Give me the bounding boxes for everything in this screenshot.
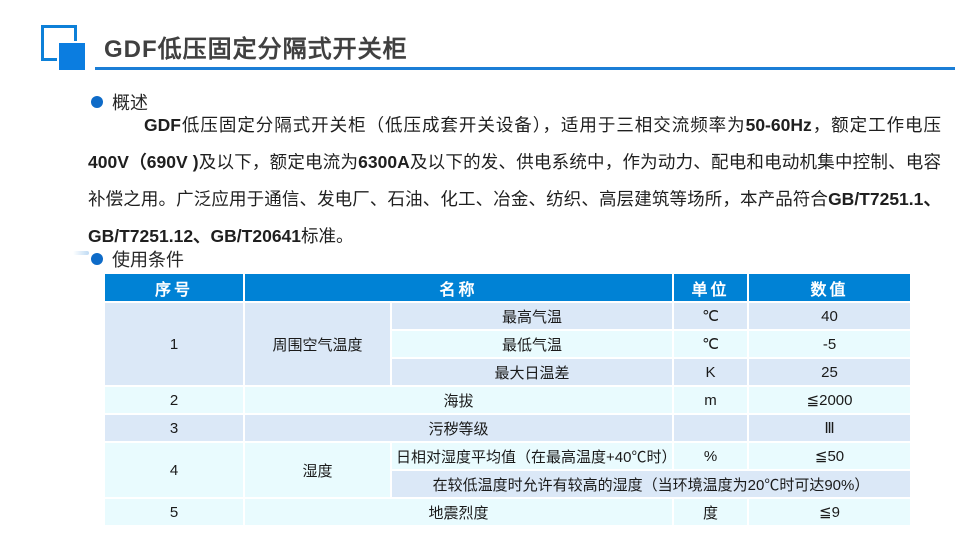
table-row: 3 污秽等级 Ⅲ xyxy=(103,413,913,443)
table-cell: m xyxy=(672,385,750,415)
table-cell: 在较低温度时允许有较高的湿度（当环境温度为20℃时可达90%） xyxy=(389,469,913,499)
table-cell: % xyxy=(672,441,750,471)
table-cell xyxy=(672,413,750,443)
table-row: 最低气温 ℃ -5 xyxy=(104,329,913,359)
overview-text-segment: 50-60Hz xyxy=(745,115,812,135)
section-conditions-label: 使用条件 xyxy=(112,250,184,270)
table-cell: ≦2000 xyxy=(747,385,913,415)
bullet-trail-decoration xyxy=(73,251,89,255)
title-underline xyxy=(95,67,955,70)
table-header-cell: 单位 xyxy=(672,272,750,303)
table-cell: -5 xyxy=(747,329,913,359)
table-cell: K xyxy=(672,357,750,387)
overview-text-segment: 标准。 xyxy=(301,226,354,246)
table-row: 4 湿度 日相对湿度平均值（在最高温度+40℃时）% ≦50 xyxy=(103,441,913,499)
table-header-cell: 序号 xyxy=(103,272,245,303)
overview-text-segment: GB/T7251.1、GB/T7251.12、GB/T20641 xyxy=(88,189,942,246)
overview-paragraph: GDF低压固定分隔式开关柜（低压成套开关设备），适用于三相交流频率为50-60H… xyxy=(88,107,941,255)
usage-conditions-table: 序号 名称 单位 数值 1 周围空气温度 最高气温 ℃ 40 最低气温 ℃ -5 最大日温差 K 25 2 海… xyxy=(103,272,913,527)
table-cell: Ⅲ xyxy=(747,413,913,443)
table-cell: 湿度 xyxy=(243,441,392,499)
table-header-row: 序号 名称 单位 数值 xyxy=(103,272,913,303)
table-row: 5 地震烈度度 ≦9 xyxy=(103,497,913,527)
table-cell: 度 xyxy=(672,497,750,527)
section-conditions-header: 使用条件 xyxy=(73,246,184,272)
table-cell: 周围空气温度 xyxy=(243,301,392,387)
table-cell: 40 xyxy=(747,301,913,331)
table-cell: 海拔 xyxy=(242,385,675,415)
table-cell: ℃ xyxy=(672,329,750,359)
table-cell: 地震烈度 xyxy=(242,497,675,527)
table-cell: 4 xyxy=(103,441,245,499)
table-cell: 最高气温 xyxy=(389,301,675,331)
overview-text-segment: 及以下，额定电流为 xyxy=(198,152,359,172)
title-square-filled-icon xyxy=(57,41,87,72)
table-cell: 2 xyxy=(103,385,245,415)
table-cell: 污秽等级 xyxy=(242,413,675,443)
table-cell: 3 xyxy=(103,413,245,443)
overview-text-segment: 及以下的发、供电系统中，作为动力、配电和电动机集中控制、电容补偿之用。广泛应用于… xyxy=(88,152,942,209)
table-cell: ≦9 xyxy=(747,497,913,527)
table-cell: 25 xyxy=(747,357,913,387)
table-cell: 最大日温差 xyxy=(389,357,675,387)
overview-text-segment: GDF xyxy=(144,115,181,135)
overview-text-segment: 6300A xyxy=(358,152,410,172)
table-header-cell: 名称 xyxy=(242,272,675,303)
table-cell: 5 xyxy=(103,497,245,527)
table-header-cell: 数值 xyxy=(747,272,913,303)
table-row: 在较低温度时允许有较高的湿度（当环境温度为20℃时可达90%） xyxy=(104,469,913,499)
overview-text-segment: 低压固定分隔式开关柜（低压成套开关设备），适用于三相交流频率为 xyxy=(180,115,746,135)
overview-text-segment: ，额定工作电压 xyxy=(811,115,942,135)
section-overview-header: 概述 xyxy=(91,89,148,115)
table-cell: 日相对湿度平均值（在最高温度+40℃时） xyxy=(389,441,675,471)
table-cell: 1 xyxy=(103,301,245,387)
table-cell: 最低气温 xyxy=(389,329,675,359)
table-row: 最大日温差 K 25 xyxy=(104,357,913,387)
bullet-icon xyxy=(91,253,103,265)
page-title: GDF低压固定分隔式开关柜 xyxy=(104,36,408,63)
table-cell: ℃ xyxy=(672,301,750,331)
section-overview-label: 概述 xyxy=(112,93,148,113)
table-row: 2 海拔 m ≦2000 xyxy=(103,385,913,415)
bullet-icon xyxy=(91,96,103,108)
table-cell: ≦50 xyxy=(747,441,913,471)
overview-text-segment: 400V（690V ) xyxy=(88,152,199,172)
table-row: 1 周围空气温度 最高气温 ℃ 40 xyxy=(103,301,913,387)
